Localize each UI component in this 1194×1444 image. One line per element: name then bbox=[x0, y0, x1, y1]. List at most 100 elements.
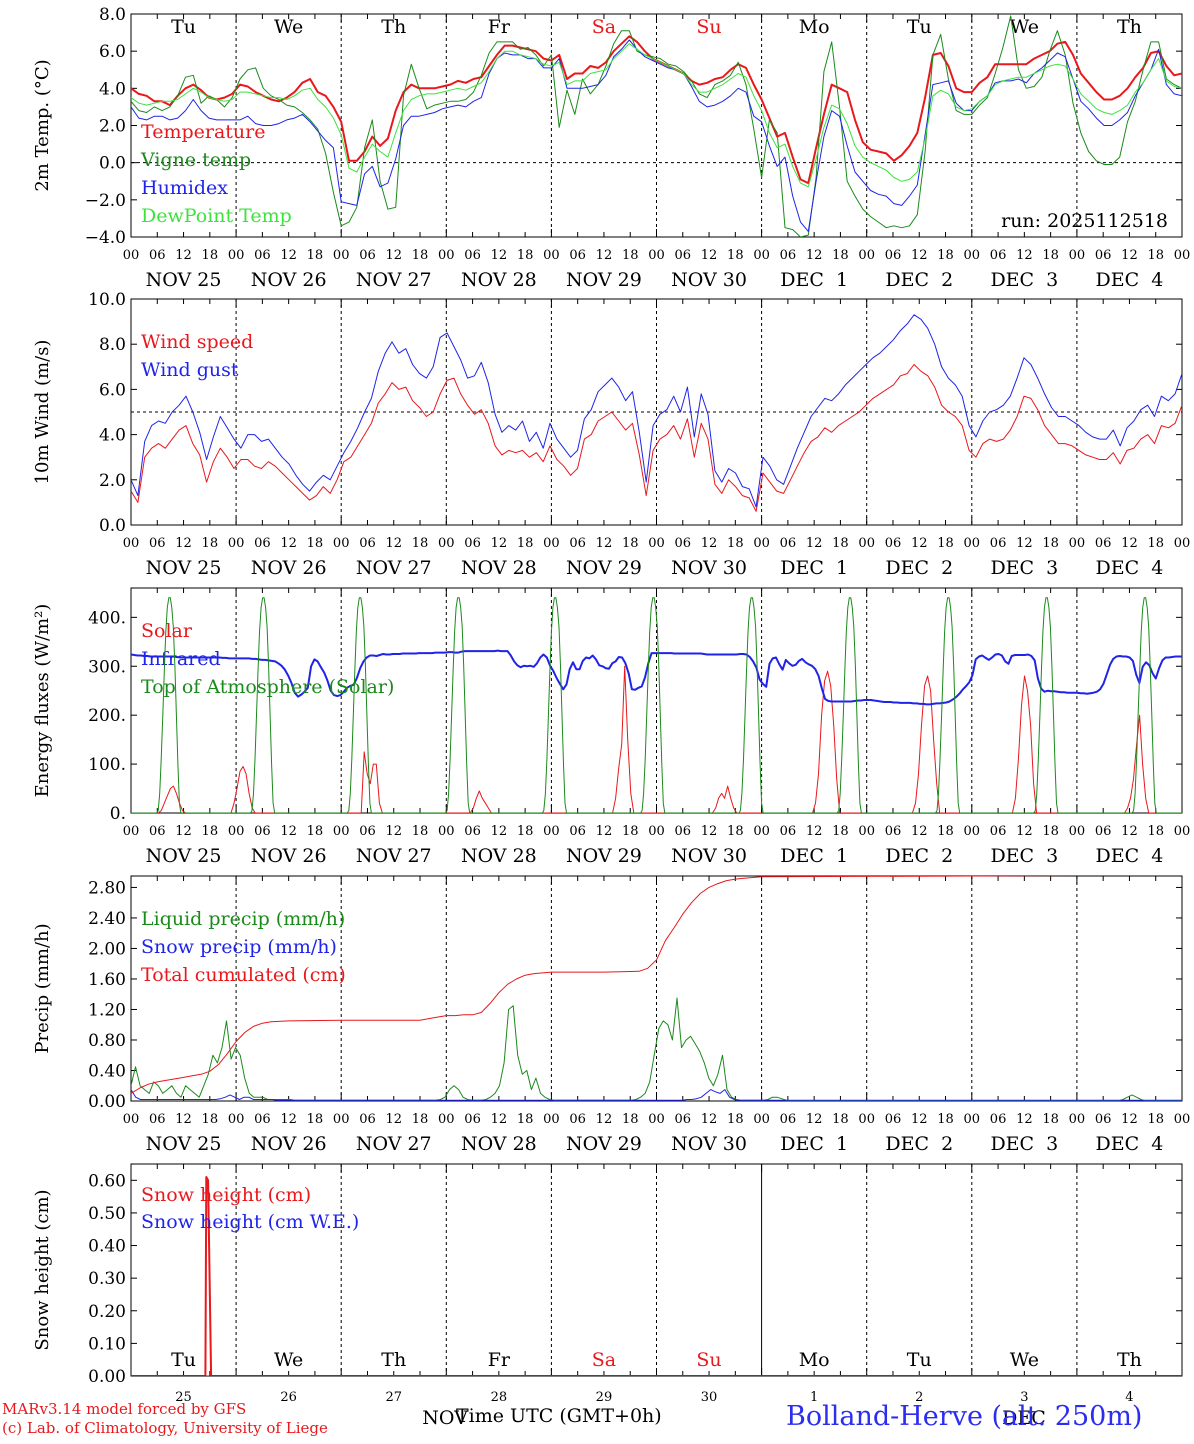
hour-label: 00 bbox=[123, 824, 140, 839]
weekday-label: Th bbox=[381, 16, 406, 38]
hour-label: 06 bbox=[1095, 1112, 1112, 1127]
y-tick-label: −4.0 bbox=[85, 228, 126, 248]
weekday-label: We bbox=[274, 1349, 303, 1371]
date-label: NOV 27 bbox=[356, 269, 432, 291]
hour-label: 12 bbox=[280, 536, 297, 551]
hour-label: 18 bbox=[1147, 1112, 1164, 1127]
day-number-label: 29 bbox=[596, 1390, 613, 1405]
hour-label: 12 bbox=[1121, 248, 1138, 263]
hour-label: 00 bbox=[333, 1112, 350, 1127]
date-label: DEC 4 bbox=[1096, 557, 1164, 579]
hour-label: 18 bbox=[937, 824, 954, 839]
hour-label: 18 bbox=[622, 824, 639, 839]
y-axis-title: Precip (mm/h) bbox=[32, 923, 53, 1053]
hour-label: 18 bbox=[622, 536, 639, 551]
hour-label: 06 bbox=[990, 1112, 1007, 1127]
y-axis-title: Snow height (cm) bbox=[32, 1189, 53, 1350]
date-label: NOV 30 bbox=[671, 269, 747, 291]
hour-label: 00 bbox=[858, 248, 875, 263]
hour-label: 18 bbox=[727, 248, 744, 263]
legend-entry: DewPoint Temp bbox=[141, 205, 292, 227]
y-tick-label: 2.00 bbox=[88, 939, 126, 959]
hour-label: 18 bbox=[307, 824, 324, 839]
lab-credit: (c) Lab. of Climatology, University of L… bbox=[2, 1419, 328, 1437]
y-tick-label: 4.0 bbox=[99, 426, 126, 446]
hour-label: 06 bbox=[359, 248, 376, 263]
y-tick-label: 0.0 bbox=[99, 516, 126, 536]
hour-label: 00 bbox=[333, 824, 350, 839]
hour-label: 06 bbox=[1095, 536, 1112, 551]
hour-label: 18 bbox=[307, 1112, 324, 1127]
day-number-label: 26 bbox=[280, 1390, 297, 1405]
hour-label: 12 bbox=[280, 1112, 297, 1127]
date-label: NOV 28 bbox=[461, 1133, 537, 1155]
legend-entry: Wind speed bbox=[141, 331, 253, 353]
hour-label: 00 bbox=[648, 536, 665, 551]
hour-label: 00 bbox=[543, 248, 560, 263]
date-label: NOV 26 bbox=[251, 845, 327, 867]
hour-label: 18 bbox=[1147, 248, 1164, 263]
hour-label: 18 bbox=[1147, 536, 1164, 551]
date-label: NOV 28 bbox=[461, 557, 537, 579]
date-label: DEC 4 bbox=[1096, 845, 1164, 867]
weekday-label: Sa bbox=[592, 16, 616, 38]
hour-label: 12 bbox=[491, 536, 508, 551]
hour-label: 00 bbox=[858, 1112, 875, 1127]
hour-label: 18 bbox=[1042, 248, 1059, 263]
hour-label: 18 bbox=[412, 824, 429, 839]
y-tick-label: 0.50 bbox=[88, 1204, 126, 1224]
day-number-label: 2 bbox=[915, 1390, 923, 1405]
hour-label: 18 bbox=[937, 248, 954, 263]
hour-label: 18 bbox=[202, 824, 219, 839]
hour-label: 12 bbox=[1121, 536, 1138, 551]
hour-label: 06 bbox=[990, 248, 1007, 263]
date-label: DEC 1 bbox=[780, 1133, 848, 1155]
y-tick-label: 6.0 bbox=[99, 380, 126, 400]
legend-entry: Snow height (cm) bbox=[141, 1184, 311, 1206]
series-line-infrared bbox=[131, 649, 1182, 706]
date-label: NOV 26 bbox=[251, 557, 327, 579]
series-line-top-of-atmosphere-solar- bbox=[131, 597, 1182, 813]
hour-label: 00 bbox=[1069, 248, 1086, 263]
y-tick-label: 1.60 bbox=[88, 970, 126, 990]
hour-label: 00 bbox=[1174, 824, 1191, 839]
hour-label: 06 bbox=[254, 1112, 271, 1127]
weekday-label: Tu bbox=[171, 16, 196, 38]
date-label: DEC 1 bbox=[780, 269, 848, 291]
y-tick-label: 8.0 bbox=[99, 5, 126, 25]
hour-label: 18 bbox=[727, 824, 744, 839]
hour-label: 00 bbox=[438, 824, 455, 839]
hour-label: 00 bbox=[753, 1112, 770, 1127]
hour-label: 00 bbox=[438, 248, 455, 263]
date-label: DEC 2 bbox=[885, 557, 953, 579]
hour-label: 12 bbox=[701, 824, 718, 839]
y-tick-label: 10.0 bbox=[88, 290, 126, 310]
y-tick-label: 300. bbox=[88, 657, 126, 677]
plot-frame bbox=[130, 13, 1183, 238]
date-label: NOV 30 bbox=[671, 557, 747, 579]
hour-label: 12 bbox=[806, 248, 823, 263]
hour-label: 06 bbox=[675, 536, 692, 551]
hour-label: 06 bbox=[885, 248, 902, 263]
series-line-vigne-temp bbox=[131, 15, 1182, 237]
y-tick-label: 4.0 bbox=[99, 79, 126, 99]
legend-entry: Snow height (cm W.E.) bbox=[141, 1211, 359, 1233]
date-label: NOV 25 bbox=[146, 557, 222, 579]
hour-label: 18 bbox=[1042, 1112, 1059, 1127]
weekday-label: Tu bbox=[171, 1349, 196, 1371]
legend-entry: Solar bbox=[141, 620, 193, 642]
weekday-label: Mo bbox=[799, 16, 830, 38]
date-label: NOV 27 bbox=[356, 557, 432, 579]
weekday-label: We bbox=[1010, 1349, 1039, 1371]
panel-snow: 0.60 0.50 0.40 0.30 0.20 0.10 0.00 Snow height … bbox=[32, 1163, 1183, 1429]
weekday-label: Th bbox=[1117, 1349, 1142, 1371]
legend-entry: Top of Atmosphere (Solar) bbox=[141, 676, 394, 698]
hour-label: 18 bbox=[937, 1112, 954, 1127]
hour-label: 06 bbox=[675, 1112, 692, 1127]
hour-label: 06 bbox=[359, 536, 376, 551]
day-number-label: 25 bbox=[175, 1390, 192, 1405]
series-line-wind-gust bbox=[131, 314, 1182, 508]
model-credit: MARv3.14 model forced by GFS bbox=[2, 1400, 247, 1418]
y-tick-label: 0. bbox=[110, 804, 126, 824]
y-tick-label: 0.00 bbox=[88, 1367, 126, 1387]
